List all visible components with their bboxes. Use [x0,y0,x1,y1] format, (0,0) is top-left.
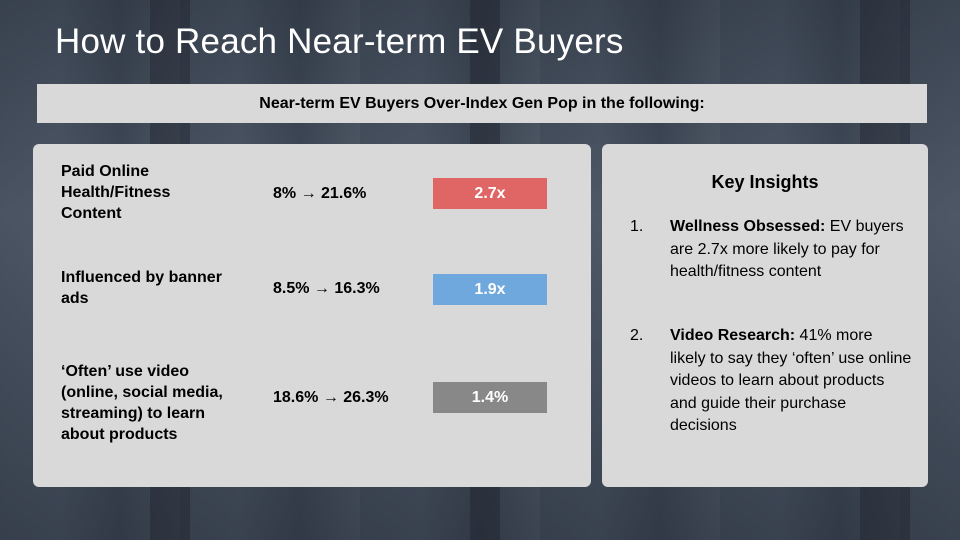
insight-text: EV buyers are 2.7x more likely to pay fo… [670,218,904,280]
insight-body: Video Research: 41% more likely to say t… [670,325,912,438]
slide-title: How to Reach Near-term EV Buyers [55,22,624,61]
insight-item: 2. Video Research: 41% more likely to sa… [630,325,912,440]
metric-label-health-fitness: Paid Online Health/Fitness Content [61,163,171,222]
insights-title: Key Insights [711,172,819,192]
insight-item: 1. Wellness Obsessed: EV buyers are 2.7x… [630,216,910,306]
insight-heading: Video Research: [670,327,796,344]
insight-text: 41% more likely to say they ‘often’ use … [670,327,912,434]
insight-number: 2. [630,327,644,344]
metric-change-health-fitness: 8% → 21.6% [273,185,367,202]
insight-heading: Wellness Obsessed: [670,218,826,235]
metric-index-banner-ads: 1.9x [474,280,506,298]
metric-label-video: ‘Often’ use video (online, social media,… [61,363,223,443]
metrics-panel: Paid Online Health/Fitness Content 8% → … [33,144,591,487]
metric-index-bar-health-fitness: 2.7x [433,178,547,209]
metric-index-bar-banner-ads: 1.9x [433,274,547,305]
insight-number: 1. [630,218,644,235]
metric-index-video: 1.4% [471,388,509,406]
metric-change-video: 18.6% → 26.3% [273,389,389,406]
metric-index-bar-video: 1.4% [433,382,547,413]
banner: Near-term EV Buyers Over-Index Gen Pop i… [37,84,927,123]
metric-label-banner-ads: Influenced by banner ads [61,269,222,307]
insights-panel: Key Insights 1. Wellness Obsessed: EV bu… [602,144,928,487]
insight-body: Wellness Obsessed: EV buyers are 2.7x mo… [670,216,912,284]
metric-change-banner-ads: 8.5% → 16.3% [273,280,380,297]
metric-index-health-fitness: 2.7x [474,184,506,202]
banner-text: Near-term EV Buyers Over-Index Gen Pop i… [259,94,705,112]
